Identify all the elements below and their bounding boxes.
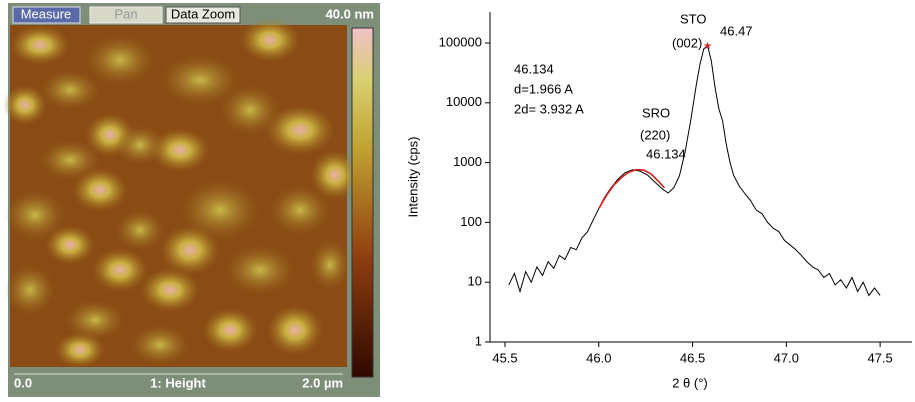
x-tick-label: 46.5 <box>680 350 705 365</box>
afm-texture <box>3 18 360 368</box>
y-tick-label: 100 <box>460 214 482 229</box>
annotation: d=1.966 A <box>514 81 573 96</box>
y-tick-label: 100000 <box>439 34 482 49</box>
x-axis-label: 2 θ (°) <box>672 375 708 390</box>
x-tick-label: 47.5 <box>867 350 892 365</box>
annotation: (220) <box>640 127 670 142</box>
button-label: Measure <box>21 6 72 21</box>
peak-marker <box>703 41 712 49</box>
data-line <box>598 168 666 210</box>
annotation: 2d= 3.932 A <box>514 101 584 116</box>
measure-button[interactable] <box>12 6 81 24</box>
annotation: 46.134 <box>514 61 554 76</box>
pan-button[interactable] <box>89 6 163 24</box>
annotation: (002) <box>672 35 702 50</box>
y-tick-label: 10000 <box>446 94 482 109</box>
color-bar <box>351 27 374 378</box>
data-line <box>508 44 881 297</box>
x-tick-label: 45.5 <box>492 350 517 365</box>
footer-right: 2.0 µm <box>302 375 343 390</box>
y-tick-label: 1 <box>475 333 482 348</box>
annotation: STO <box>680 11 707 26</box>
footer-left: 0.0 <box>14 375 32 390</box>
button-label: Data Zoom <box>171 6 235 21</box>
x-tick-label: 46.0 <box>586 350 611 365</box>
footer-center: 1: Height <box>150 375 206 390</box>
x-tick-label: 47.0 <box>774 350 799 365</box>
y-tick-label: 1000 <box>453 154 482 169</box>
zoom-button[interactable] <box>165 6 241 24</box>
scale-max: 40.0 nm <box>326 6 374 21</box>
y-tick-label: 10 <box>468 274 482 289</box>
annotation: 46.134 <box>646 146 686 161</box>
annotation: SRO <box>642 105 670 120</box>
button-label: Pan <box>114 6 137 21</box>
y-axis-label: Intensity (cps) <box>405 137 420 218</box>
annotation: 46.47 <box>720 23 753 38</box>
